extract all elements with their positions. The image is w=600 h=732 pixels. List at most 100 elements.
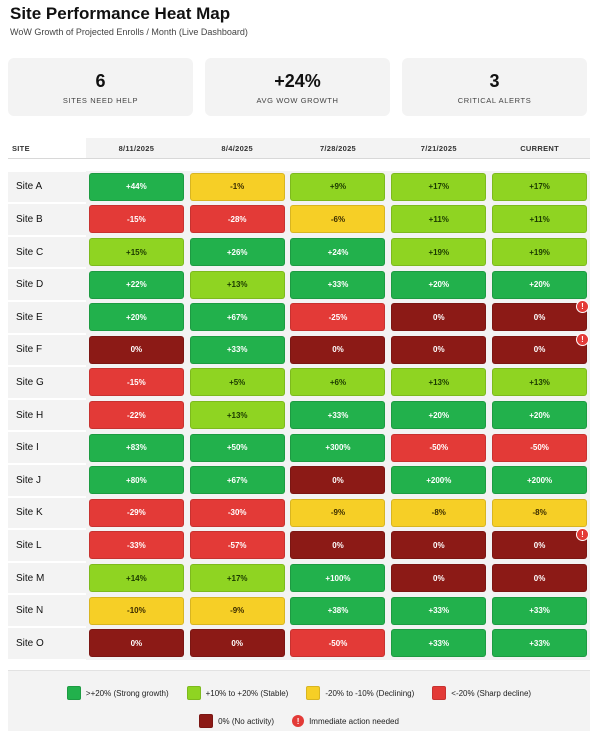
heat-cell[interactable]: +33% xyxy=(492,596,588,625)
site-label[interactable]: Site N xyxy=(8,595,86,626)
heat-cell[interactable]: -33% xyxy=(88,531,184,560)
heat-cell[interactable]: +5% xyxy=(189,368,285,397)
heat-cell[interactable]: +13% xyxy=(391,368,487,397)
site-label[interactable]: Site K xyxy=(8,497,86,529)
site-label[interactable]: Site G xyxy=(8,367,86,398)
heat-cell[interactable]: -29% xyxy=(88,498,184,527)
heat-cell[interactable]: +33% xyxy=(189,335,285,364)
heat-cell[interactable]: -25% xyxy=(290,303,386,332)
heat-cell[interactable]: +15% xyxy=(88,238,184,267)
heat-cell[interactable]: +33% xyxy=(492,629,588,658)
heat-cell[interactable]: -50% xyxy=(290,629,386,658)
heat-cell[interactable]: +20% xyxy=(88,303,184,332)
heat-cell[interactable]: +200% xyxy=(391,466,487,495)
heat-cell[interactable]: 0% xyxy=(290,531,386,560)
heat-cell[interactable]: +13% xyxy=(492,368,588,397)
column-header[interactable]: 8/11/2025 xyxy=(86,138,187,159)
heat-cell[interactable]: +33% xyxy=(391,629,487,658)
heat-cell[interactable]: -9% xyxy=(189,596,285,625)
heat-cell[interactable]: +33% xyxy=(391,596,487,625)
heat-cell[interactable]: 0% xyxy=(290,335,386,364)
site-label[interactable]: Site A xyxy=(8,171,86,203)
heat-cell[interactable]: +33% xyxy=(290,401,386,430)
heat-cell[interactable]: +67% xyxy=(189,466,285,495)
heat-cell[interactable]: +13% xyxy=(189,401,285,430)
heat-cell[interactable]: 0% xyxy=(391,335,487,364)
heat-cell[interactable]: 0% xyxy=(391,564,487,593)
heat-cell[interactable]: +14% xyxy=(88,564,184,593)
heat-cell[interactable]: -15% xyxy=(88,368,184,397)
heat-cell[interactable]: +67% xyxy=(189,303,285,332)
heat-cell[interactable]: +17% xyxy=(492,172,588,201)
heat-cell[interactable]: +20% xyxy=(391,270,487,299)
heat-cell[interactable]: +13% xyxy=(189,270,285,299)
alert-icon[interactable]: ! xyxy=(575,332,589,346)
site-label[interactable]: Site C xyxy=(8,236,86,268)
column-header[interactable]: 7/28/2025 xyxy=(287,138,389,159)
heat-cell[interactable]: +22% xyxy=(88,270,184,299)
heat-cell[interactable]: 0% xyxy=(88,629,184,658)
site-label[interactable]: Site O xyxy=(8,627,86,659)
heat-cell[interactable]: +83% xyxy=(88,433,184,462)
heat-cell[interactable]: +80% xyxy=(88,466,184,495)
heat-cell[interactable]: 0% xyxy=(290,466,386,495)
heat-cell[interactable]: +6% xyxy=(290,368,386,397)
heat-cell[interactable]: -8% xyxy=(391,498,487,527)
alert-icon[interactable]: ! xyxy=(575,528,589,542)
heat-cell[interactable]: -30% xyxy=(189,498,285,527)
heat-cell[interactable]: +9% xyxy=(290,172,386,201)
heat-cell[interactable]: 0% xyxy=(492,531,588,560)
site-label[interactable]: Site M xyxy=(8,562,86,594)
heat-cell[interactable]: -28% xyxy=(189,205,285,234)
column-header[interactable]: 7/21/2025 xyxy=(388,138,490,159)
heat-cell[interactable]: +17% xyxy=(391,172,487,201)
heat-cell[interactable]: +50% xyxy=(189,433,285,462)
heat-cell[interactable]: -15% xyxy=(88,205,184,234)
heat-cell[interactable]: 0% xyxy=(88,335,184,364)
heat-cell[interactable]: +11% xyxy=(391,205,487,234)
heat-cell[interactable]: -50% xyxy=(492,433,588,462)
heat-cell[interactable]: -8% xyxy=(492,498,588,527)
heat-cell[interactable]: 0% xyxy=(391,303,487,332)
heat-cell[interactable]: +19% xyxy=(492,238,588,267)
site-label[interactable]: Site B xyxy=(8,204,86,235)
heat-cell[interactable]: +300% xyxy=(290,433,386,462)
site-label[interactable]: Site H xyxy=(8,399,86,431)
alert-icon[interactable]: ! xyxy=(575,299,589,313)
heat-cell[interactable]: 0% xyxy=(189,629,285,658)
heat-cell[interactable]: +20% xyxy=(492,270,588,299)
site-label[interactable]: Site J xyxy=(8,464,86,496)
site-label[interactable]: Site F xyxy=(8,334,86,366)
site-label[interactable]: Site D xyxy=(8,269,86,300)
heat-cell[interactable]: -57% xyxy=(189,531,285,560)
heat-cell[interactable]: -10% xyxy=(88,596,184,625)
heat-cell[interactable]: +26% xyxy=(189,238,285,267)
column-header[interactable]: 8/4/2025 xyxy=(186,138,288,159)
heat-cell[interactable]: -50% xyxy=(391,433,487,462)
heat-cell[interactable]: +17% xyxy=(189,564,285,593)
legend-swatch xyxy=(66,686,81,700)
heat-cell[interactable]: +38% xyxy=(290,596,386,625)
heat-cell[interactable]: +33% xyxy=(290,270,386,299)
heat-cell[interactable]: +20% xyxy=(391,401,487,430)
heat-cell[interactable]: 0% xyxy=(391,531,487,560)
heat-cell[interactable]: 0% xyxy=(492,303,588,332)
site-label[interactable]: Site E xyxy=(8,301,86,333)
heat-cell[interactable]: -6% xyxy=(290,205,386,234)
column-header[interactable]: CURRENT xyxy=(489,138,590,159)
site-label[interactable]: Site L xyxy=(8,530,86,561)
site-label[interactable]: Site I xyxy=(8,432,86,463)
heat-cell[interactable]: 0% xyxy=(492,564,588,593)
heat-cell[interactable]: +11% xyxy=(492,205,588,234)
heat-cell[interactable]: -1% xyxy=(189,172,285,201)
heat-cell[interactable]: -9% xyxy=(290,498,386,527)
heat-cell[interactable]: +20% xyxy=(492,401,588,430)
heat-cell[interactable]: +24% xyxy=(290,238,386,267)
heat-cell[interactable]: 0% xyxy=(492,335,588,364)
page-subtitle: WoW Growth of Projected Enrolls / Month … xyxy=(10,27,248,37)
heat-cell[interactable]: +19% xyxy=(391,238,487,267)
heat-cell[interactable]: -22% xyxy=(88,401,184,430)
heat-cell[interactable]: +200% xyxy=(492,466,588,495)
heat-cell[interactable]: +44% xyxy=(88,172,184,201)
heat-cell[interactable]: +100% xyxy=(290,564,386,593)
